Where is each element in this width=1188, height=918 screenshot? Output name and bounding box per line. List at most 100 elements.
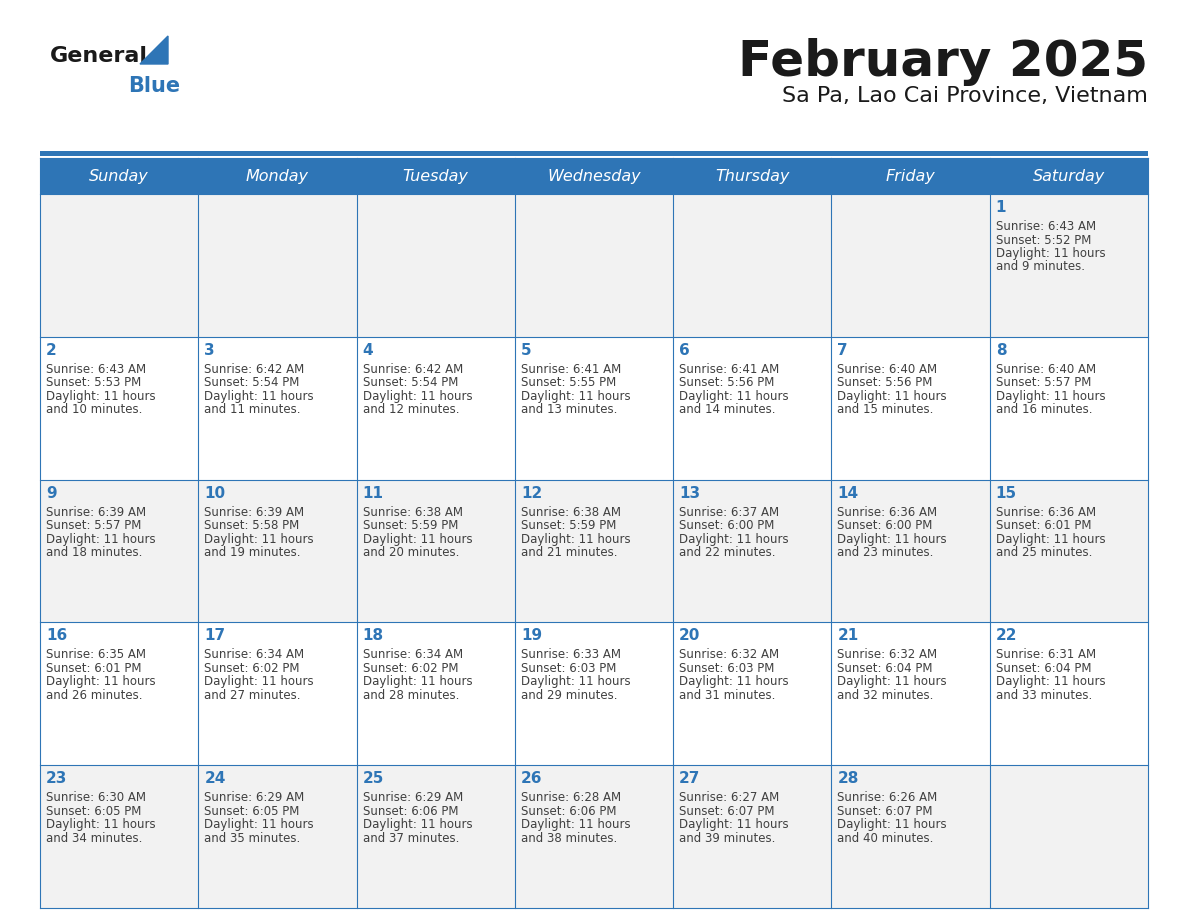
Text: Sunrise: 6:42 AM: Sunrise: 6:42 AM	[362, 363, 463, 375]
Bar	[990, 622, 1148, 766]
Text: 22: 22	[996, 629, 1017, 644]
Text: and 16 minutes.: and 16 minutes.	[996, 403, 1092, 416]
Bar	[198, 194, 356, 337]
Text: Sunset: 6:06 PM: Sunset: 6:06 PM	[362, 805, 459, 818]
Text: 6: 6	[680, 342, 690, 358]
Text: Sunrise: 6:35 AM: Sunrise: 6:35 AM	[46, 648, 146, 661]
Text: Sunset: 6:07 PM: Sunset: 6:07 PM	[838, 805, 933, 818]
Text: 16: 16	[46, 629, 68, 644]
Text: 21: 21	[838, 629, 859, 644]
Text: 8: 8	[996, 342, 1006, 358]
Text: Daylight: 11 hours: Daylight: 11 hours	[680, 532, 789, 545]
Bar	[198, 337, 356, 479]
Bar	[40, 766, 198, 908]
Text: 2: 2	[46, 342, 57, 358]
Text: Daylight: 11 hours: Daylight: 11 hours	[996, 247, 1105, 260]
Text: Sunset: 5:53 PM: Sunset: 5:53 PM	[46, 376, 141, 389]
Bar	[356, 194, 514, 337]
Text: and 22 minutes.: and 22 minutes.	[680, 546, 776, 559]
Text: Daylight: 11 hours: Daylight: 11 hours	[838, 676, 947, 688]
Bar	[514, 158, 674, 194]
Text: Daylight: 11 hours: Daylight: 11 hours	[204, 532, 314, 545]
Text: and 38 minutes.: and 38 minutes.	[520, 832, 617, 845]
Text: 1: 1	[996, 200, 1006, 215]
Text: Daylight: 11 hours: Daylight: 11 hours	[204, 818, 314, 831]
Bar	[674, 622, 832, 766]
Text: and 32 minutes.: and 32 minutes.	[838, 688, 934, 702]
Bar	[40, 151, 1148, 156]
Text: and 23 minutes.: and 23 minutes.	[838, 546, 934, 559]
Text: and 11 minutes.: and 11 minutes.	[204, 403, 301, 416]
Text: Sunset: 6:06 PM: Sunset: 6:06 PM	[520, 805, 617, 818]
Bar	[990, 337, 1148, 479]
Text: February 2025: February 2025	[738, 38, 1148, 86]
Text: Sunset: 5:58 PM: Sunset: 5:58 PM	[204, 519, 299, 532]
Bar	[674, 766, 832, 908]
Text: Daylight: 11 hours: Daylight: 11 hours	[46, 532, 156, 545]
Text: Sunset: 5:59 PM: Sunset: 5:59 PM	[520, 519, 617, 532]
Text: Sunrise: 6:32 AM: Sunrise: 6:32 AM	[680, 648, 779, 661]
Bar	[514, 622, 674, 766]
Text: Sunrise: 6:33 AM: Sunrise: 6:33 AM	[520, 648, 621, 661]
Text: 12: 12	[520, 486, 542, 500]
Bar	[674, 337, 832, 479]
Text: and 40 minutes.: and 40 minutes.	[838, 832, 934, 845]
Text: 27: 27	[680, 771, 701, 786]
Text: Sunrise: 6:36 AM: Sunrise: 6:36 AM	[838, 506, 937, 519]
Text: Sunrise: 6:40 AM: Sunrise: 6:40 AM	[838, 363, 937, 375]
Bar	[832, 479, 990, 622]
Text: Sunset: 6:05 PM: Sunset: 6:05 PM	[46, 805, 141, 818]
Text: Sunset: 5:59 PM: Sunset: 5:59 PM	[362, 519, 457, 532]
Text: Daylight: 11 hours: Daylight: 11 hours	[996, 390, 1105, 403]
Text: 9: 9	[46, 486, 57, 500]
Text: Daylight: 11 hours: Daylight: 11 hours	[520, 818, 631, 831]
Text: Sunset: 6:02 PM: Sunset: 6:02 PM	[362, 662, 459, 675]
Text: Sunset: 5:52 PM: Sunset: 5:52 PM	[996, 233, 1091, 247]
Text: Sunset: 6:07 PM: Sunset: 6:07 PM	[680, 805, 775, 818]
Text: Daylight: 11 hours: Daylight: 11 hours	[838, 532, 947, 545]
Bar	[40, 194, 198, 337]
Text: Sunrise: 6:31 AM: Sunrise: 6:31 AM	[996, 648, 1095, 661]
Text: 10: 10	[204, 486, 226, 500]
Text: 3: 3	[204, 342, 215, 358]
Text: 4: 4	[362, 342, 373, 358]
Text: Wednesday: Wednesday	[548, 169, 640, 184]
Bar	[40, 479, 198, 622]
Text: Daylight: 11 hours: Daylight: 11 hours	[362, 532, 472, 545]
Text: and 37 minutes.: and 37 minutes.	[362, 832, 459, 845]
Text: Daylight: 11 hours: Daylight: 11 hours	[46, 818, 156, 831]
Text: 11: 11	[362, 486, 384, 500]
Text: Daylight: 11 hours: Daylight: 11 hours	[680, 390, 789, 403]
Text: Sunrise: 6:36 AM: Sunrise: 6:36 AM	[996, 506, 1095, 519]
Text: Sunset: 5:55 PM: Sunset: 5:55 PM	[520, 376, 617, 389]
Polygon shape	[140, 36, 168, 64]
Text: 19: 19	[520, 629, 542, 644]
Text: Daylight: 11 hours: Daylight: 11 hours	[362, 676, 472, 688]
Text: Sunset: 5:54 PM: Sunset: 5:54 PM	[362, 376, 457, 389]
Text: Sunset: 6:03 PM: Sunset: 6:03 PM	[520, 662, 617, 675]
Text: and 21 minutes.: and 21 minutes.	[520, 546, 618, 559]
Text: Sa Pa, Lao Cai Province, Vietnam: Sa Pa, Lao Cai Province, Vietnam	[782, 86, 1148, 106]
Text: 14: 14	[838, 486, 859, 500]
Text: Sunset: 6:05 PM: Sunset: 6:05 PM	[204, 805, 299, 818]
Text: Sunrise: 6:41 AM: Sunrise: 6:41 AM	[520, 363, 621, 375]
Bar	[832, 766, 990, 908]
Text: Sunrise: 6:27 AM: Sunrise: 6:27 AM	[680, 791, 779, 804]
Text: Sunrise: 6:29 AM: Sunrise: 6:29 AM	[204, 791, 304, 804]
Text: Daylight: 11 hours: Daylight: 11 hours	[46, 676, 156, 688]
Text: Daylight: 11 hours: Daylight: 11 hours	[362, 818, 472, 831]
Text: Daylight: 11 hours: Daylight: 11 hours	[520, 532, 631, 545]
Text: Sunset: 6:02 PM: Sunset: 6:02 PM	[204, 662, 299, 675]
Text: 17: 17	[204, 629, 226, 644]
Text: Sunrise: 6:43 AM: Sunrise: 6:43 AM	[46, 363, 146, 375]
Text: Sunset: 6:01 PM: Sunset: 6:01 PM	[996, 519, 1092, 532]
Text: Sunrise: 6:28 AM: Sunrise: 6:28 AM	[520, 791, 621, 804]
Text: Sunrise: 6:42 AM: Sunrise: 6:42 AM	[204, 363, 304, 375]
Text: Monday: Monday	[246, 169, 309, 184]
Text: Sunrise: 6:37 AM: Sunrise: 6:37 AM	[680, 506, 779, 519]
Text: and 13 minutes.: and 13 minutes.	[520, 403, 618, 416]
Text: Sunrise: 6:39 AM: Sunrise: 6:39 AM	[46, 506, 146, 519]
Text: 24: 24	[204, 771, 226, 786]
Text: Sunset: 5:57 PM: Sunset: 5:57 PM	[46, 519, 141, 532]
Text: Saturday: Saturday	[1032, 169, 1105, 184]
